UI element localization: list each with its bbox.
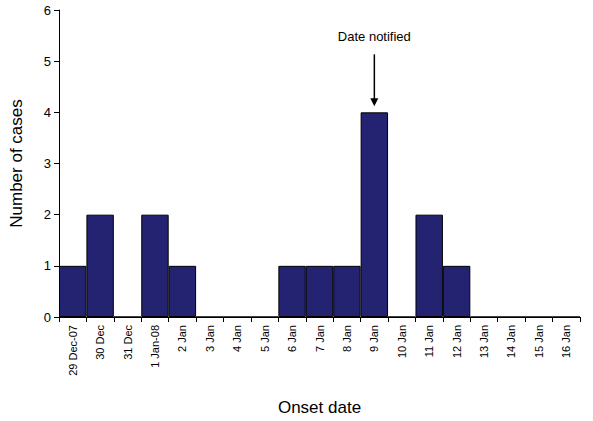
- svg-text:2: 2: [44, 207, 51, 222]
- svg-text:7 Jan: 7 Jan: [314, 325, 326, 352]
- svg-text:4: 4: [44, 105, 51, 120]
- svg-text:29 Dec-07: 29 Dec-07: [67, 325, 79, 376]
- svg-text:8 Jan: 8 Jan: [341, 325, 353, 352]
- svg-text:1: 1: [44, 258, 51, 273]
- svg-text:16 Jan: 16 Jan: [560, 325, 572, 358]
- svg-text:12 Jan: 12 Jan: [451, 325, 463, 358]
- svg-text:5: 5: [44, 54, 51, 69]
- svg-text:30 Dec: 30 Dec: [94, 325, 106, 360]
- svg-text:1 Jan-08: 1 Jan-08: [149, 325, 161, 368]
- svg-text:3 Jan: 3 Jan: [204, 325, 216, 352]
- svg-text:31 Dec: 31 Dec: [122, 325, 134, 360]
- svg-text:13 Jan: 13 Jan: [478, 325, 490, 358]
- svg-text:10 Jan: 10 Jan: [396, 325, 408, 358]
- svg-text:5 Jan: 5 Jan: [259, 325, 271, 352]
- svg-text:6 Jan: 6 Jan: [286, 325, 298, 352]
- svg-text:11 Jan: 11 Jan: [423, 325, 435, 357]
- svg-text:14 Jan: 14 Jan: [505, 325, 517, 358]
- svg-text:9 Jan: 9 Jan: [368, 325, 380, 352]
- svg-text:Onset date: Onset date: [278, 398, 361, 417]
- svg-text:0: 0: [44, 310, 51, 325]
- svg-text:2 Jan: 2 Jan: [176, 325, 188, 352]
- svg-text:Date notified: Date notified: [338, 29, 411, 44]
- svg-text:6: 6: [44, 3, 51, 18]
- svg-text:15 Jan: 15 Jan: [533, 325, 545, 358]
- svg-text:Number of cases: Number of cases: [7, 99, 26, 228]
- svg-text:4 Jan: 4 Jan: [231, 325, 243, 352]
- svg-text:3: 3: [44, 156, 51, 171]
